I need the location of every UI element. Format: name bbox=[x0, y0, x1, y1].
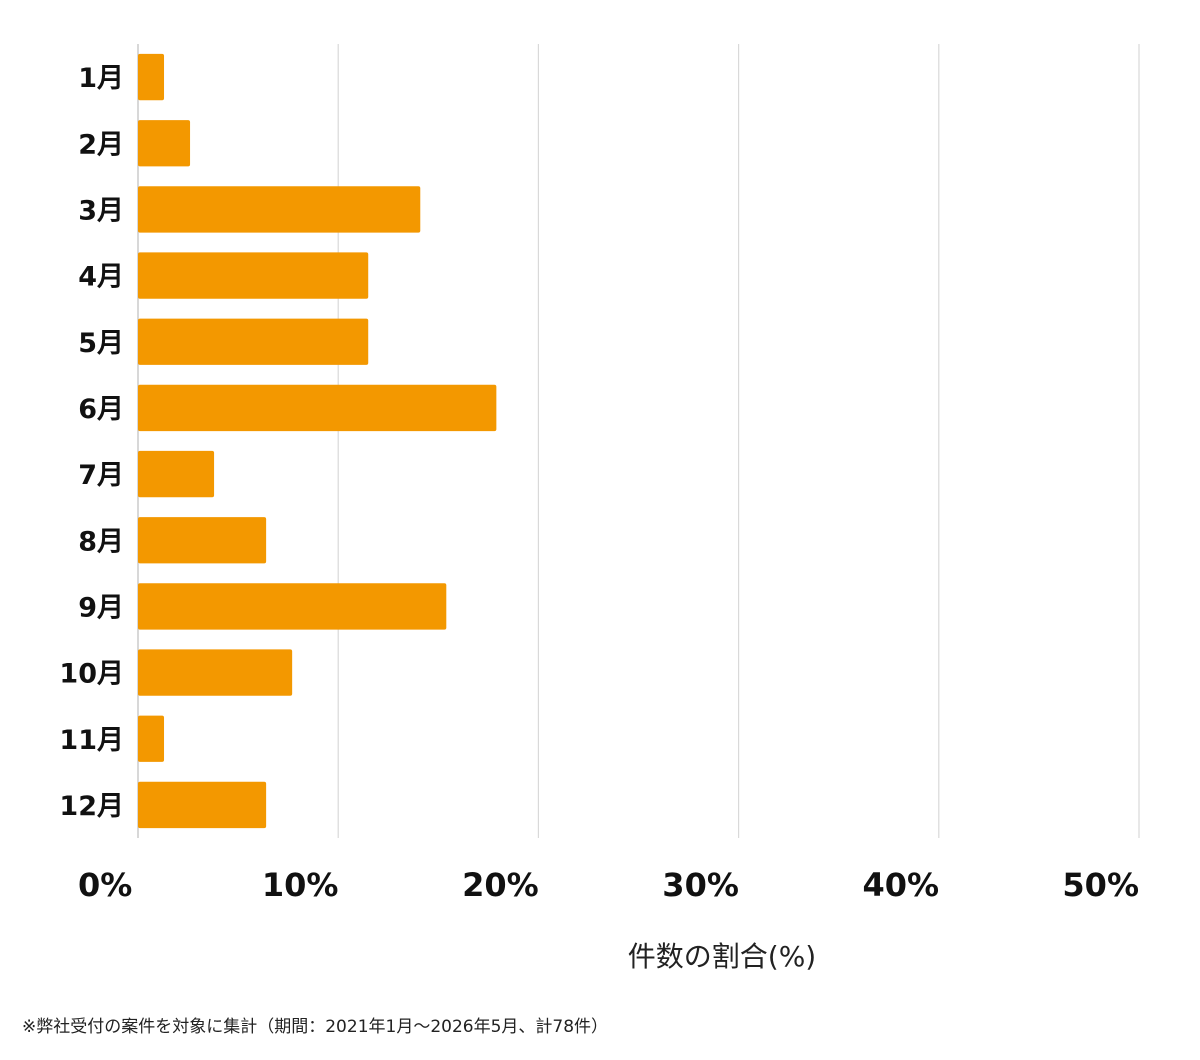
bars bbox=[138, 53, 497, 829]
category-label: 12月 bbox=[59, 791, 124, 822]
bar-chart: 1月 2月 3月 4月 5月 6月 7月 8月 9月 10月 11月 12月 0% 10% 20% 30% 4… bbox=[59, 44, 1140, 973]
category-label: 8月 bbox=[78, 526, 124, 557]
category-label: 1月 bbox=[78, 63, 124, 94]
category-label: 7月 bbox=[78, 460, 124, 491]
bar bbox=[138, 384, 497, 432]
bar bbox=[138, 53, 165, 101]
x-tick-labels: 0% 10% 20% 30% 40% 50% bbox=[78, 866, 1139, 904]
bar bbox=[138, 318, 369, 365]
category-label: 2月 bbox=[78, 129, 124, 160]
x-axis-title: 件数の割合(%) bbox=[628, 940, 816, 973]
grid-lines bbox=[137, 44, 1140, 838]
bar bbox=[138, 450, 215, 498]
category-label: 6月 bbox=[78, 394, 124, 425]
category-label: 10月 bbox=[59, 659, 124, 690]
footnote: ※弊社受付の案件を対象に集計（期間：2021年1月～2026年5月、計78件） bbox=[22, 1017, 609, 1037]
bar bbox=[138, 252, 369, 299]
category-labels: 1月 2月 3月 4月 5月 6月 7月 8月 9月 10月 11月 12月 bbox=[59, 63, 124, 822]
x-tick-label: 50% bbox=[1062, 866, 1139, 904]
x-tick-label: 0% bbox=[78, 866, 132, 904]
category-label: 5月 bbox=[78, 328, 124, 359]
x-tick-label: 20% bbox=[462, 866, 539, 904]
bar bbox=[138, 649, 293, 696]
x-tick-label: 30% bbox=[662, 866, 739, 904]
bar bbox=[138, 517, 267, 564]
category-label: 3月 bbox=[78, 195, 124, 226]
bar bbox=[138, 120, 191, 167]
bar bbox=[138, 781, 267, 829]
x-tick-label: 40% bbox=[863, 866, 940, 904]
bar bbox=[138, 715, 165, 762]
category-label: 4月 bbox=[78, 262, 124, 293]
category-label: 9月 bbox=[78, 592, 124, 623]
bar bbox=[138, 583, 447, 630]
category-label: 11月 bbox=[59, 725, 124, 756]
bar bbox=[138, 186, 421, 233]
x-tick-label: 10% bbox=[262, 866, 339, 904]
